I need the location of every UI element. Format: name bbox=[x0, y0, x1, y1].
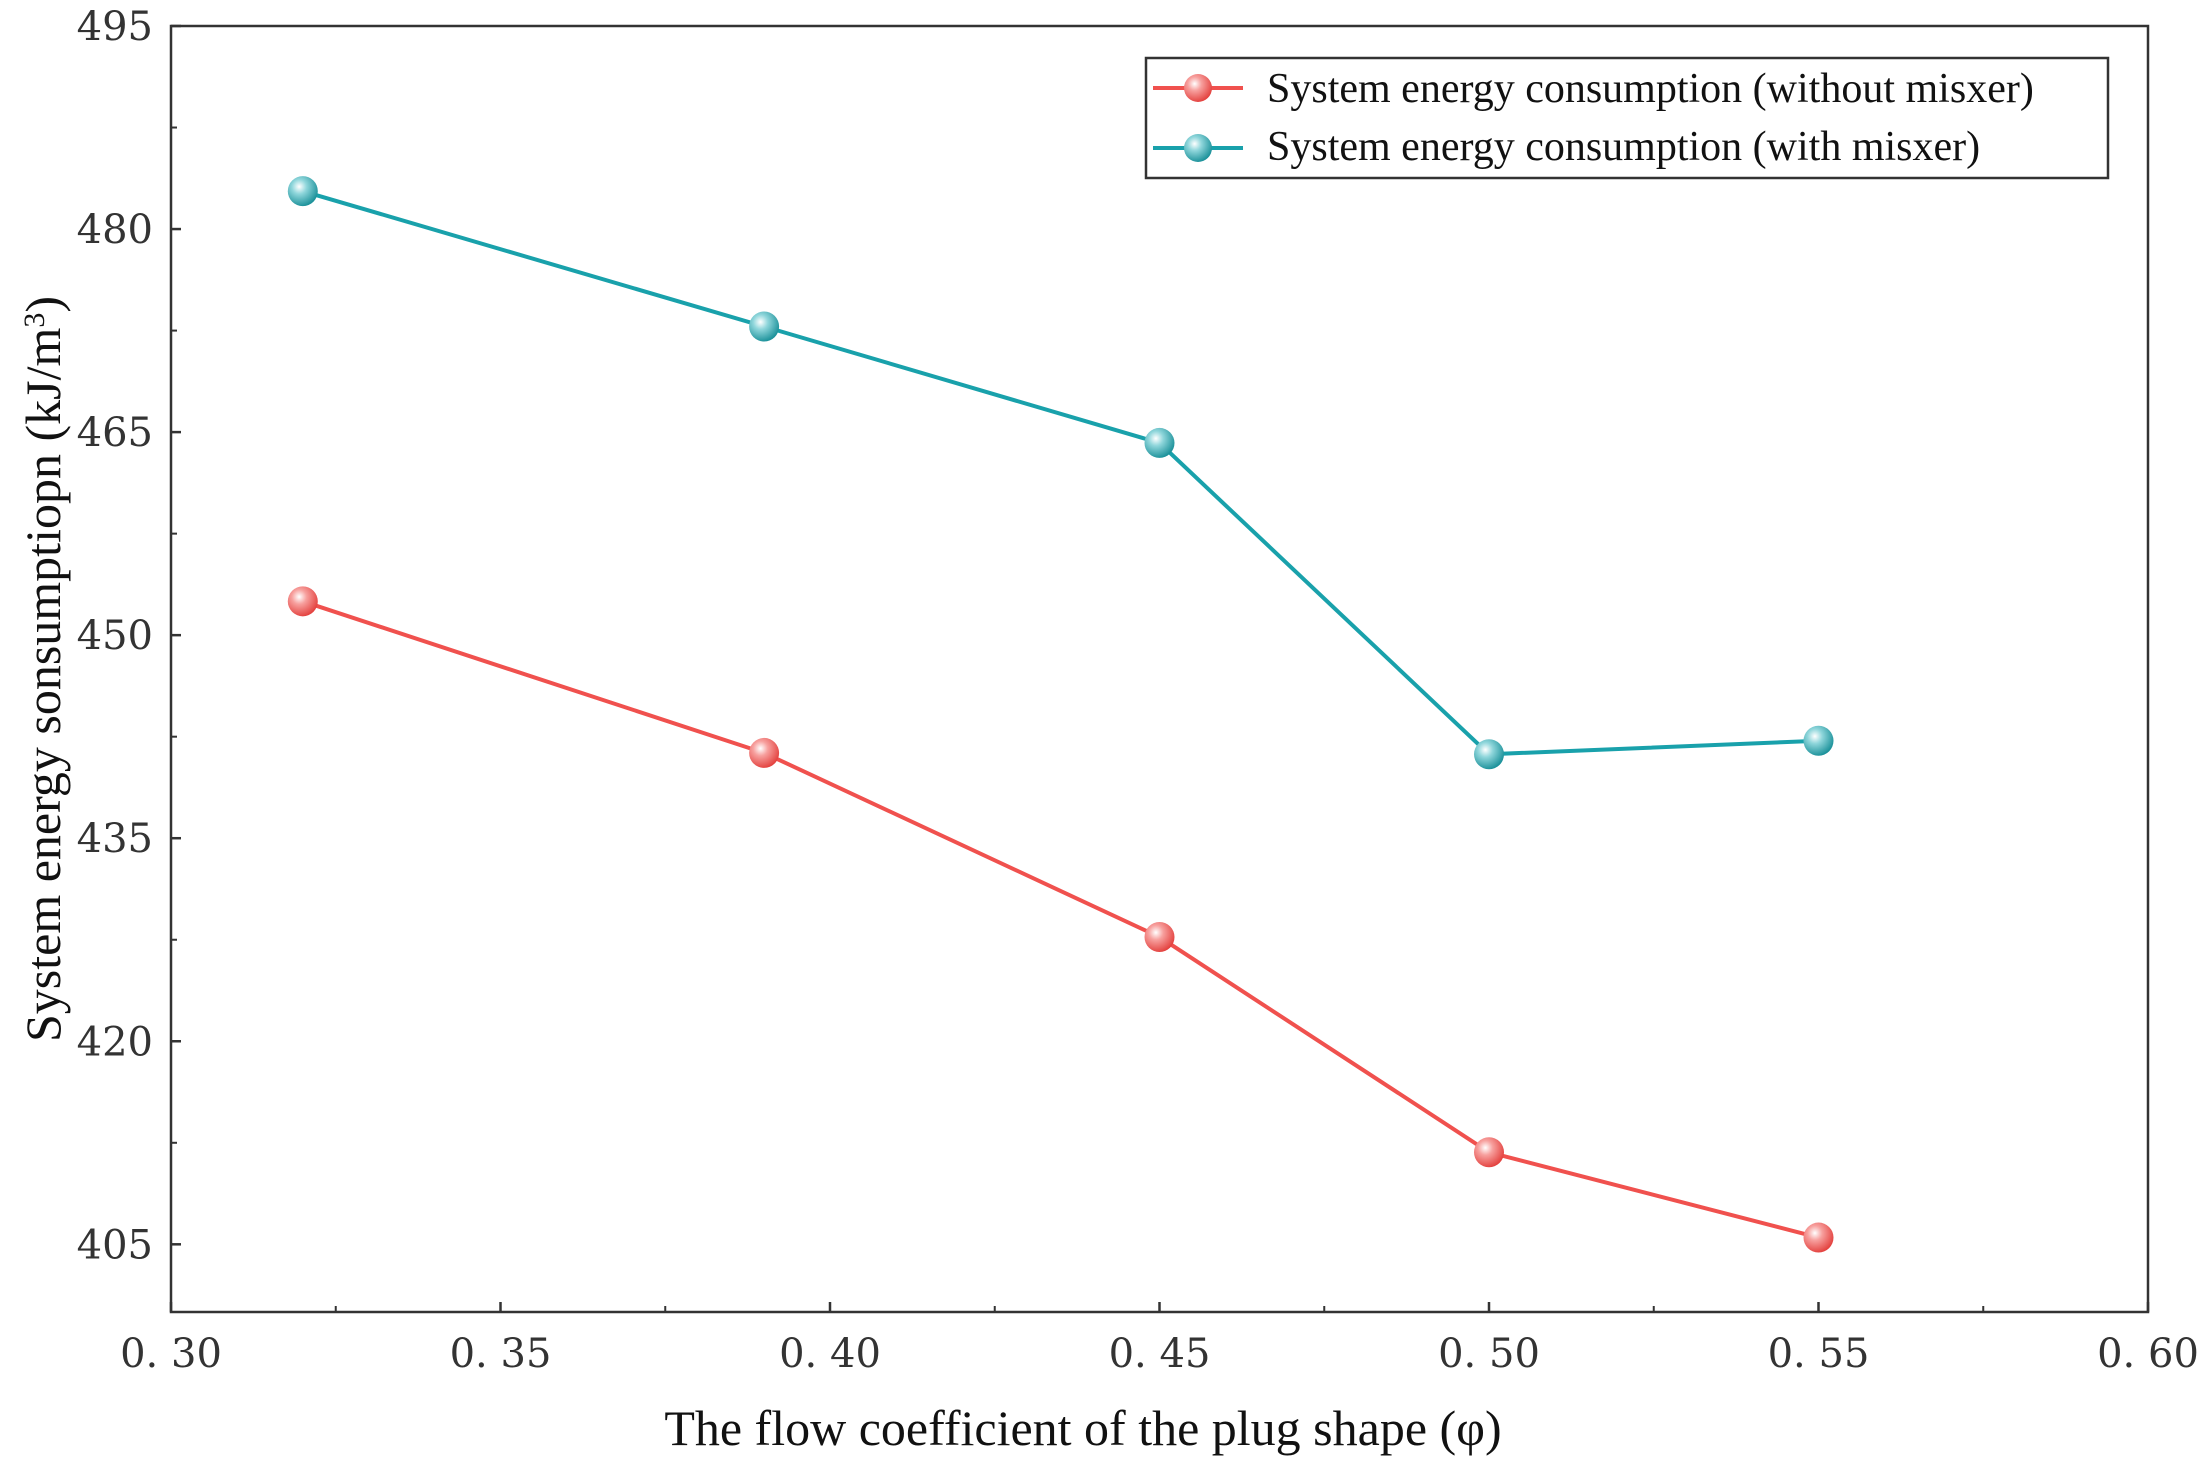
y-tick-label: 420 bbox=[77, 1019, 153, 1065]
y-axis-title: System energy sonsumptiopn (kJ/m3) bbox=[15, 296, 71, 1042]
data-point bbox=[1144, 922, 1175, 953]
x-tick-label: 0. 30 bbox=[120, 1331, 222, 1377]
y-tick-label: 435 bbox=[77, 816, 153, 862]
y-tick-label: 405 bbox=[77, 1222, 153, 1268]
data-point bbox=[1144, 427, 1175, 458]
plot-frame bbox=[169, 24, 2150, 1314]
legend: System energy consumption (without misxe… bbox=[1144, 56, 2110, 180]
data-point bbox=[749, 737, 780, 768]
x-axis: 0. 30 0. 35 0. 40 0. 45 0. 50 0. 55 0. 60 bbox=[120, 1302, 2199, 1377]
data-point bbox=[287, 586, 318, 617]
y-axis: 405 420 435 450 465 480 495 bbox=[77, 4, 181, 1268]
y-axis-title-superscript: 3 bbox=[18, 313, 51, 328]
series-line-0 bbox=[302, 599, 1820, 1240]
series-layer bbox=[287, 176, 1834, 1253]
y-tick-label: 465 bbox=[77, 410, 153, 456]
data-point bbox=[1803, 725, 1834, 756]
data-point bbox=[749, 311, 780, 342]
x-axis-title: The flow coefficient of the plug shape (… bbox=[664, 1400, 1501, 1456]
y-axis-title-end: ) bbox=[15, 296, 71, 313]
data-point bbox=[1474, 1137, 1504, 1168]
legend-marker-without-mixer bbox=[1184, 74, 1212, 102]
data-point bbox=[287, 176, 318, 207]
legend-label-with-mixer: System energy consumption (with misxer) bbox=[1267, 124, 1980, 170]
series-line-1 bbox=[302, 189, 1819, 757]
x-tick-label: 0. 55 bbox=[1768, 1331, 1870, 1377]
y-tick-label: 480 bbox=[77, 207, 153, 253]
legend-box bbox=[1144, 56, 2110, 180]
x-tick-label: 0. 45 bbox=[1109, 1331, 1211, 1377]
y-axis-title-main: System energy sonsumptiopn (kJ/m bbox=[15, 328, 71, 1042]
x-tick-label: 0. 35 bbox=[450, 1331, 552, 1377]
legend-label-without-mixer: System energy consumption (without misxe… bbox=[1267, 66, 2034, 112]
y-tick-label: 450 bbox=[77, 613, 153, 659]
x-tick-label: 0. 60 bbox=[2097, 1331, 2199, 1377]
data-point bbox=[1474, 739, 1504, 770]
data-point bbox=[1803, 1222, 1834, 1253]
legend-marker-with-mixer bbox=[1184, 134, 1212, 162]
x-tick-label: 0. 40 bbox=[779, 1331, 881, 1377]
y-tick-label: 495 bbox=[77, 4, 153, 50]
x-tick-label: 0. 50 bbox=[1438, 1331, 1540, 1377]
